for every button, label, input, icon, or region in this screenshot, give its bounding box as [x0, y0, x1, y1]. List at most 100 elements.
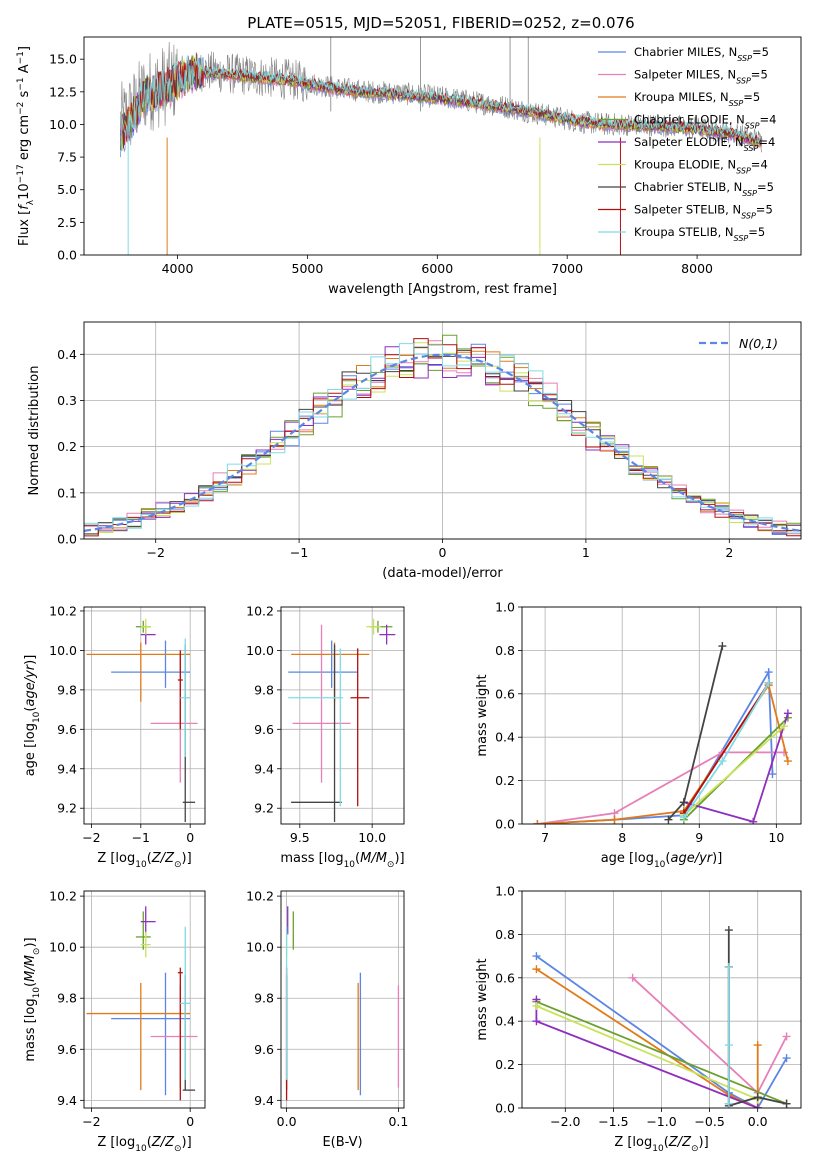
mass-weight-marker: [782, 1099, 791, 1108]
legend-label: Kroupa STELIB, NSSP=5: [634, 225, 765, 243]
legend-model-name: Chabrier STELIB: [634, 180, 726, 194]
legend-model-name: Salpeter ELODIE: [634, 135, 728, 149]
mass-weight-marker: [610, 815, 619, 824]
mass-weight-marker: [724, 1099, 733, 1108]
x-tick-label: −1: [290, 545, 308, 560]
y-tick-label: 9.2: [57, 801, 77, 816]
axes-frame: [521, 606, 802, 825]
x-tick-label: 0: [186, 1114, 194, 1129]
x-tick-label: 10.0: [358, 830, 386, 845]
panel-mass_vs_EBV: 0.0 0.1 9.4 9.6 9.8 10.0 10.2 E(B-V): [246, 889, 408, 1150]
y-tick-label: 10.0: [246, 940, 274, 955]
mass-weight-marker: [782, 1054, 791, 1063]
errorbar-point-7: [350, 648, 370, 807]
axes-frame: [280, 606, 405, 825]
mass-weight-marker: [724, 926, 733, 935]
legend-nssp: 4: [768, 135, 775, 149]
errorbar-point-1: [292, 624, 351, 783]
legend-label: Chabrier STELIB, NSSP=5: [634, 180, 774, 198]
x-axis-label: mass [log10(M/M⊙)]: [280, 851, 404, 870]
x-tick-label: 7000: [551, 261, 583, 276]
legend-model-name: Salpeter STELIB: [634, 203, 725, 217]
mass-weight-marker: [783, 709, 792, 718]
legend-nssp: 4: [769, 113, 776, 127]
legend-nssp: 5: [762, 45, 769, 59]
axes-frame: [521, 890, 802, 1109]
errorbar-point-4: [140, 906, 156, 935]
plot-area-age_vs_mass: [288, 618, 396, 823]
panel-age_vs_Z: −2 −1 0 9.2 9.4 9.6 9.8 10.0 10.2 Z [log10(Z/Z⊙)]…: [23, 603, 206, 870]
errorbar-point-2: [86, 642, 191, 702]
legend-label: Chabrier MILES, NSSP=5: [634, 45, 769, 63]
plot-area-mass_vs_Z: [86, 906, 198, 1101]
mass-weight-marker: [724, 962, 733, 971]
mass-weight-marker: [532, 965, 541, 974]
x-tick-label: −0.5: [694, 1114, 724, 1129]
y-tick-label: 0.3: [57, 393, 77, 408]
mass-weight-marker: [780, 748, 789, 757]
y-tick-label: 0.2: [495, 773, 515, 788]
errorbar-point-5: [366, 618, 381, 635]
plot-area-mass_weight_vs_age: [533, 642, 792, 824]
panel-mass_vs_Z: −2 0 9.4 9.6 9.8 10.0 10.2 Z [log10(Z/Z⊙)] mass …: [23, 889, 206, 1154]
mass-weight-line-0: [535, 955, 788, 1108]
axes-frame: [83, 606, 206, 825]
legend-nssp: 4: [760, 158, 767, 172]
errorbar-point-5: [140, 618, 151, 635]
y-tick-label: 7.5: [57, 150, 77, 165]
legend-nssp: 5: [760, 68, 767, 82]
x-axis-label: age [log10(age/yr)]: [601, 851, 723, 870]
x-tick-label: −2: [82, 830, 100, 845]
y-tick-label: 0.4: [495, 1014, 515, 1029]
y-axis-label: Flux [fλ10−17 erg cm−2 s−1 A−1]: [16, 46, 36, 246]
mass-weight-marker: [628, 973, 637, 982]
errorbar-point-7: [177, 650, 183, 730]
mass-weight-marker: [679, 813, 688, 822]
y-tick-label: 5.0: [57, 182, 77, 197]
mass-weight-line-0: [537, 669, 774, 824]
x-tick-label: 9: [695, 830, 703, 845]
y-tick-label: 0.6: [495, 686, 515, 701]
errorbar-point-0: [111, 640, 191, 688]
legend-nssp: 5: [765, 203, 772, 217]
mass-weight-marker: [718, 642, 727, 651]
y-tick-label: 2.5: [57, 215, 77, 230]
mass-weight-marker: [782, 1032, 791, 1041]
y-tick-label: 10.0: [246, 643, 274, 658]
x-axis-label: Z [log10(Z/Z⊙)]: [97, 1135, 191, 1154]
y-tick-label: 9.4: [57, 1093, 77, 1108]
legend-model-name: Kroupa MILES: [634, 90, 713, 104]
legend-model-name: Kroupa ELODIE: [634, 158, 720, 172]
x-tick-label: 9.5: [290, 830, 310, 845]
y-tick-label: 15.0: [49, 52, 77, 67]
mass-weight-marker: [768, 770, 777, 779]
y-tick-label: 0.1: [57, 485, 77, 500]
mass-weight-marker: [724, 1041, 733, 1050]
x-tick-label: 8000: [681, 261, 713, 276]
x-tick-label: 5000: [292, 261, 324, 276]
mass-weight-line-7: [683, 682, 770, 814]
plot-area-residuals: [84, 334, 801, 539]
x-tick-label: −2: [146, 545, 164, 560]
x-tick-label: 0: [439, 545, 447, 560]
mass-weight-marker: [780, 722, 789, 731]
figure-title: PLATE=0515, MJD=52051, FIBERID=0252, z=0…: [247, 14, 634, 32]
y-tick-label: 0.8: [495, 643, 515, 658]
mass-weight-marker: [679, 798, 688, 807]
legend-label: Salpeter ELODIE, NSSP=4: [634, 135, 775, 153]
y-tick-label: 10.0: [49, 643, 77, 658]
chart-panels: 4000 5000 6000 7000 80000.02.55.07.510.012.5…: [16, 36, 802, 1154]
y-tick-label: 9.8: [254, 991, 274, 1006]
axes-frame: [83, 36, 802, 256]
legend-nssp: 5: [767, 180, 774, 194]
mass-weight-marker: [533, 820, 542, 824]
y-tick-label: 0.4: [495, 730, 515, 745]
panel-age_vs_mass: 9.5 10.0 9.2 9.4 9.6 9.8 10.0 10.2 mass [log10(M…: [246, 603, 404, 870]
errorbar-point-8: [180, 638, 191, 757]
legend-model-name: Salpeter MILES: [634, 68, 720, 82]
mass-weight-marker: [532, 1017, 541, 1026]
y-tick-label: 9.6: [254, 1042, 274, 1057]
y-tick-label: 9.8: [57, 682, 77, 697]
x-tick-label: −1: [132, 830, 150, 845]
mass-weight-marker: [753, 1104, 762, 1108]
